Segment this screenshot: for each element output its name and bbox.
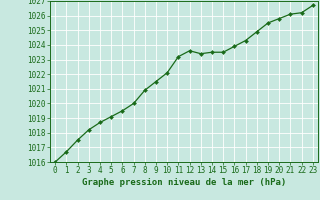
X-axis label: Graphe pression niveau de la mer (hPa): Graphe pression niveau de la mer (hPa)	[82, 178, 286, 187]
